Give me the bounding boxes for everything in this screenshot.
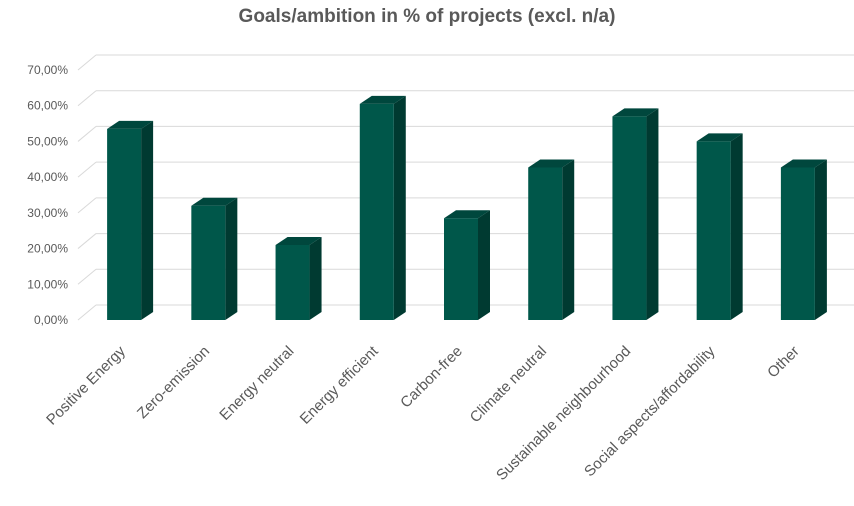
y-tick-label: 10,00% [27,277,68,291]
gridline-depth [77,54,97,71]
bar-front [275,245,310,320]
x-category-label: Zero-emission [134,343,213,422]
bar [107,120,154,320]
y-axis-ticks: 0,00% 10,00% 20,00% 30,00% 40,00% 50,00% 60,00… [27,63,68,327]
gridline-depth [77,268,97,285]
bar-front [696,141,731,320]
bar-front [528,167,563,320]
bar-front [444,218,478,320]
bar-top [780,159,827,168]
bar-front [359,103,394,320]
bar-side [393,95,406,320]
bar-top [359,95,406,104]
bar-front [191,205,226,320]
gridline-depth [77,90,97,107]
bar-side [562,159,575,320]
bar-top [612,108,659,117]
bar-front [107,128,142,320]
bar [612,108,659,320]
x-axis-labels: Positive Energy Zero-emission Energy neutr… [43,342,802,484]
x-category-label: Climate neutral [467,343,550,426]
bar-side [225,197,238,320]
bar-side [309,237,322,320]
bar [191,197,238,320]
y-tick-label: 40,00% [27,170,68,184]
gridline-depth [77,197,97,214]
bar [780,159,827,320]
bar-side [646,108,659,320]
bar [359,95,406,320]
gridline-depth [77,161,97,178]
gridline-depth [77,233,97,249]
x-category-label: Energy neutral [216,343,297,424]
gridline-depth [77,126,97,142]
bar-side [814,159,827,320]
bar-top [444,210,490,219]
gridline-depth [77,304,97,321]
bars [107,95,827,320]
y-tick-label: 50,00% [27,134,68,148]
chart-title: Goals/ambition in % of projects (excl. n… [238,6,616,27]
x-category-label: Carbon-free [397,343,466,412]
y-tick-label: 70,00% [27,63,68,77]
x-category-label: Energy efficient [297,342,383,428]
bar-side [478,210,490,320]
bar-top [191,197,238,206]
y-tick-label: 0,00% [34,313,68,327]
x-category-label: Sustainable neighbourhood [493,343,634,484]
y-tick-label: 30,00% [27,206,68,220]
bar-front [780,167,815,320]
x-category-label: Positive Energy [43,342,129,428]
bar-front [612,116,647,320]
bar [444,210,490,320]
bar-top [107,120,154,129]
bar [696,133,743,320]
bar [528,159,575,320]
bar [275,237,322,320]
y-tick-label: 20,00% [27,242,68,256]
x-category-label: Other [764,343,803,382]
bar-top [528,159,575,168]
bar-top [275,237,322,245]
bar-side [730,133,743,320]
bar-top [696,133,743,142]
y-tick-label: 60,00% [27,99,68,113]
bar-side [141,120,154,320]
